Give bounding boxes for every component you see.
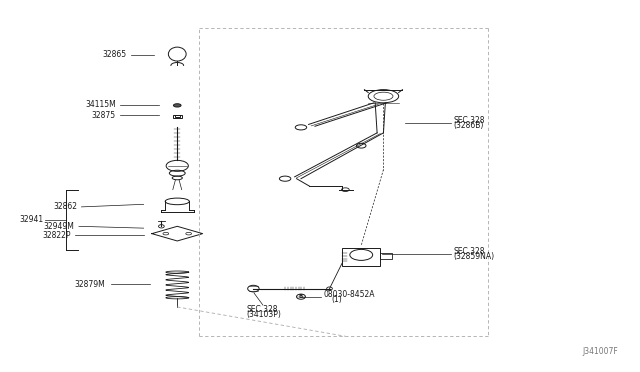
Text: 32862: 32862: [53, 202, 77, 211]
Text: 32875: 32875: [92, 111, 116, 120]
Text: SEC.328: SEC.328: [453, 116, 484, 125]
Text: (34103P): (34103P): [246, 310, 281, 319]
Text: 32941: 32941: [20, 215, 44, 224]
Text: (3286B): (3286B): [453, 121, 484, 131]
Ellipse shape: [173, 104, 181, 107]
Text: (32859NA): (32859NA): [453, 252, 494, 261]
Text: SEC.328: SEC.328: [453, 247, 484, 256]
Text: 32879M: 32879M: [75, 280, 106, 289]
Text: 08030-8452A: 08030-8452A: [323, 290, 374, 299]
Text: SEC.328: SEC.328: [246, 305, 278, 314]
Bar: [342, 248, 380, 266]
Text: B: B: [299, 294, 303, 299]
Text: 32822P: 32822P: [42, 231, 70, 240]
Text: 32949M: 32949M: [43, 222, 74, 231]
Text: 32865: 32865: [102, 50, 127, 59]
Bar: [380, 253, 392, 259]
Bar: [173, 115, 182, 118]
Text: 34115M: 34115M: [85, 100, 116, 109]
Bar: [175, 115, 180, 118]
Text: (1): (1): [332, 295, 342, 304]
Text: J341007F: J341007F: [582, 347, 618, 356]
